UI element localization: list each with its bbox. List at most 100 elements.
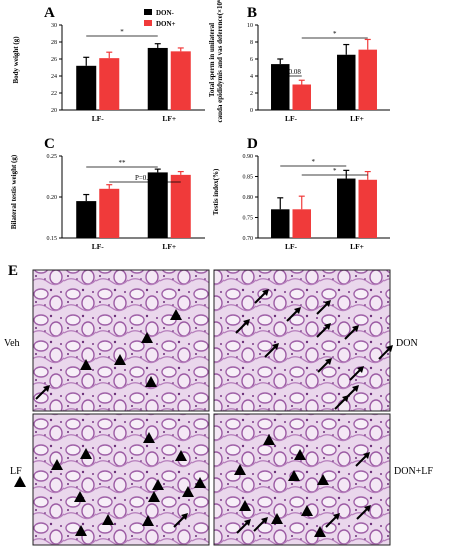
bar-don-plus (99, 58, 120, 110)
bar-don-minus (337, 178, 356, 238)
chart-c-ylabel: Bilateral testis weight (g) (10, 154, 18, 229)
triangle-marker-icon (294, 449, 306, 460)
arrow-marker-icon (173, 515, 186, 528)
y-tick-label: 0.85 (243, 175, 254, 181)
arrow-head-icon (294, 307, 301, 314)
x-category-label: LF+ (350, 114, 364, 123)
arrow-head-icon (333, 513, 340, 520)
y-tick-label: 0.15 (47, 236, 58, 242)
legend-swatch-don-plus (144, 20, 152, 26)
triangle-marker-icon (148, 491, 160, 502)
legend: DON- DON+ (144, 9, 176, 28)
arrow-head-icon (244, 519, 251, 526)
panel-label-c: C (44, 136, 55, 152)
bar-don-minus (76, 65, 97, 110)
triangle-marker-icon (152, 479, 164, 490)
chart-c-testis-weight: 0.15 0.20 0.25 LF- LF+ ** P=0.05 (47, 154, 205, 251)
y-tick-label: 10 (247, 23, 253, 29)
bar-don-plus (358, 49, 377, 110)
micrograph-veh (32, 269, 210, 412)
chart-b-total-sperm: 0 2 4 6 8 10 LF- LF+ p=0.08 * (247, 23, 390, 123)
triangle-marker-icon (288, 470, 300, 481)
bar-don-plus (99, 188, 120, 238)
col-label-don: DON (396, 338, 418, 349)
triangle-marker-icon (234, 464, 246, 475)
row-label-veh: Veh (4, 338, 20, 349)
legend-label-don-minus: DON- (156, 9, 175, 17)
triangle-marker-icon (51, 459, 63, 470)
x-category-label: LF- (92, 242, 105, 251)
bar-don-minus (337, 54, 356, 110)
triangle-marker-icon (102, 514, 114, 525)
arrow-head-icon (357, 366, 364, 373)
arrow-head-icon (342, 395, 349, 402)
arrow-head-icon (325, 358, 332, 365)
arrow-marker-icon (334, 397, 347, 410)
x-category-label: LF+ (162, 114, 176, 123)
triangle-marker-icon (239, 500, 251, 511)
arrow-marker-icon (254, 291, 267, 304)
arrow-head-icon (243, 319, 250, 326)
bar-don-plus (358, 179, 377, 238)
arrow-marker-icon (35, 387, 48, 400)
arrow-marker-icon (378, 347, 391, 360)
triangle-marker-icon (317, 474, 329, 485)
arrow-marker-icon (316, 302, 329, 315)
triangle-marker-icon (314, 526, 326, 537)
bar-don-minus (271, 209, 290, 238)
micrograph-don-lf (213, 413, 391, 546)
x-category-label: LF- (285, 242, 298, 251)
y-tick-label: 0.25 (47, 154, 58, 160)
micrograph-lf (32, 413, 210, 546)
arrow-head-icon (324, 300, 331, 307)
y-tick-label: 6 (250, 57, 253, 63)
triangle-marker-icon (141, 332, 153, 343)
triangle-marker-icon (271, 513, 283, 524)
arrow-marker-icon (235, 321, 248, 334)
bar-don-plus (170, 51, 191, 110)
significance-label: * (333, 30, 337, 38)
triangle-marker-icon (143, 432, 155, 443)
chart-d-testis-index: 0.70 0.75 0.80 0.85 0.90 LF- LF+ * * (243, 154, 390, 251)
y-tick-label: 26 (51, 57, 57, 63)
y-tick-label: 0.90 (243, 154, 254, 160)
arrow-head-icon (352, 325, 359, 332)
triangle-marker-icon (142, 515, 154, 526)
bar-don-minus (76, 201, 97, 238)
panel-label-d: D (247, 136, 258, 152)
triangle-marker-icon (14, 476, 26, 487)
panel-label-e: E (8, 263, 18, 279)
y-tick-label: 0.75 (243, 216, 254, 222)
arrow-head-icon (43, 385, 50, 392)
arrow-head-icon (363, 452, 370, 459)
bar-don-minus (271, 64, 290, 110)
arrow-marker-icon (344, 327, 357, 340)
triangle-marker-icon (80, 359, 92, 370)
col-label-don-lf: DON+LF (394, 466, 433, 477)
row-label-lf: LF (10, 466, 22, 477)
triangle-marker-icon (75, 525, 87, 536)
x-category-label: LF- (285, 114, 298, 123)
arrow-marker-icon (236, 521, 249, 534)
arrow-marker-icon (325, 515, 338, 528)
micrograph-don (213, 269, 391, 412)
x-category-label: LF- (92, 114, 105, 123)
significance-label: * (312, 158, 316, 166)
chart-b-ylabel-line2: cauda epididymis and vas deference(×10⁶) (216, 0, 224, 122)
y-tick-label: 0.80 (243, 195, 254, 201)
y-tick-label: 0 (250, 108, 253, 114)
chart-b-ylabel-line1: Total sperm in unilateral (208, 23, 216, 97)
y-tick-label: 2 (250, 91, 253, 97)
arrow-marker-icon (356, 507, 369, 520)
arrow-head-icon (352, 385, 359, 392)
triangle-marker-icon (80, 448, 92, 459)
bar-don-plus (292, 209, 311, 238)
triangle-marker-icon (194, 477, 206, 488)
arrow-marker-icon (316, 325, 329, 338)
arrow-head-icon (261, 517, 268, 524)
chart-a-ylabel: Body weight (g) (12, 36, 20, 84)
significance-label: ** (118, 159, 126, 167)
y-tick-label: 0.70 (243, 236, 254, 242)
arrow-marker-icon (286, 309, 299, 322)
legend-swatch-don-minus (144, 9, 152, 15)
